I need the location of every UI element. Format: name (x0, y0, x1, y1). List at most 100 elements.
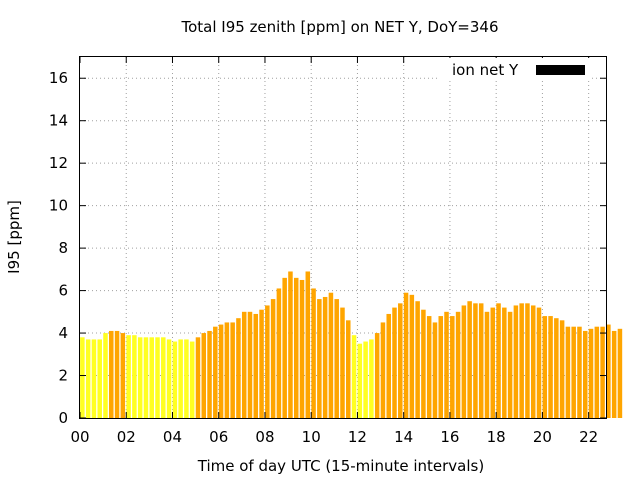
bar-39 (305, 271, 311, 418)
bar-66 (461, 305, 467, 418)
y-tick-label: 12 (49, 154, 68, 172)
bar-0 (80, 337, 85, 418)
x-tick-label: 00 (70, 428, 89, 446)
bar-74 (507, 311, 513, 418)
bar-5 (109, 330, 114, 418)
legend-label: ion net Y (452, 61, 519, 79)
x-tick-label: 20 (533, 428, 552, 446)
bar-77 (525, 303, 530, 418)
y-tick-label: 4 (58, 324, 68, 342)
bar-85 (571, 326, 576, 418)
bar-57 (409, 294, 415, 418)
bar-68 (473, 303, 478, 418)
bar-91 (606, 324, 611, 418)
x-tick-label: 06 (209, 428, 228, 446)
bar-65 (455, 311, 461, 418)
bar-30 (253, 313, 259, 418)
bar-44 (334, 299, 339, 418)
bar-11 (143, 337, 149, 418)
bar-13 (155, 337, 160, 418)
bar-41 (317, 299, 322, 418)
bar-62 (438, 316, 443, 418)
bar-88 (588, 328, 594, 418)
bar-21 (201, 333, 207, 418)
x-tick-label: 14 (394, 428, 413, 446)
bar-60 (426, 316, 432, 418)
bar-12 (149, 337, 154, 418)
y-axis-label: I95 [ppm] (5, 200, 23, 274)
bar-51 (374, 333, 380, 418)
bar-8 (126, 335, 131, 418)
bar-78 (530, 305, 536, 418)
bar-47 (351, 335, 357, 418)
bar-34 (276, 288, 282, 418)
bar-76 (519, 303, 524, 418)
bar-42 (322, 296, 328, 418)
y-tick-label: 8 (58, 239, 68, 257)
bar-84 (565, 326, 571, 418)
bar-1 (85, 339, 91, 418)
bar-35 (282, 277, 287, 418)
x-tick-label: 18 (487, 428, 506, 446)
bar-37 (293, 277, 299, 418)
bar-33 (270, 299, 276, 418)
bar-46 (346, 320, 351, 418)
bar-92 (611, 330, 617, 418)
y-tick-label: 14 (49, 112, 68, 130)
bar-38 (299, 279, 305, 418)
bar-58 (415, 301, 420, 418)
bar-43 (328, 292, 334, 418)
bar-22 (207, 330, 212, 418)
bar-4 (103, 333, 108, 418)
bar-79 (536, 307, 542, 418)
bar-87 (582, 330, 588, 418)
bar-31 (259, 309, 264, 418)
bar-61 (432, 322, 438, 418)
x-tick-label: 02 (117, 428, 136, 446)
bar-75 (513, 305, 519, 418)
bar-80 (542, 316, 548, 418)
bar-54 (392, 307, 397, 418)
bar-50 (369, 339, 374, 418)
x-tick-label: 16 (440, 428, 459, 446)
bar-20 (195, 337, 201, 418)
legend: ion net Y (440, 58, 590, 80)
bar-25 (224, 322, 230, 418)
bar-23 (213, 326, 218, 418)
bar-19 (189, 341, 195, 418)
bar-59 (421, 309, 426, 418)
y-tick-label: 16 (49, 69, 68, 87)
bar-7 (120, 333, 126, 418)
legend-swatch (536, 65, 585, 75)
bar-55 (398, 303, 403, 418)
bar-36 (288, 271, 293, 418)
bar-81 (548, 316, 553, 418)
bar-83 (559, 320, 565, 418)
bar-72 (496, 303, 501, 418)
bar-90 (600, 326, 605, 418)
bar-16 (172, 341, 178, 418)
bar-14 (161, 337, 166, 418)
x-tick-label: 12 (348, 428, 367, 446)
bar-45 (340, 307, 345, 418)
bar-17 (178, 339, 183, 418)
bar-73 (502, 307, 507, 418)
bar-2 (91, 339, 97, 418)
bar-49 (363, 341, 368, 418)
bar-70 (484, 311, 490, 418)
bar-40 (311, 288, 316, 418)
bar-26 (230, 322, 235, 418)
chart-title: Total I95 zenith [ppm] on NET Y, DoY=346 (180, 18, 498, 36)
bar-24 (218, 324, 224, 418)
x-tick-label: 04 (163, 428, 182, 446)
bar-89 (594, 326, 600, 418)
bar-86 (577, 326, 582, 418)
bar-63 (444, 311, 449, 418)
x-tick-label: 10 (302, 428, 321, 446)
bar-3 (97, 339, 102, 418)
bar-69 (478, 303, 484, 418)
y-tick-label: 2 (58, 367, 68, 385)
y-tick-label: 0 (58, 409, 68, 427)
